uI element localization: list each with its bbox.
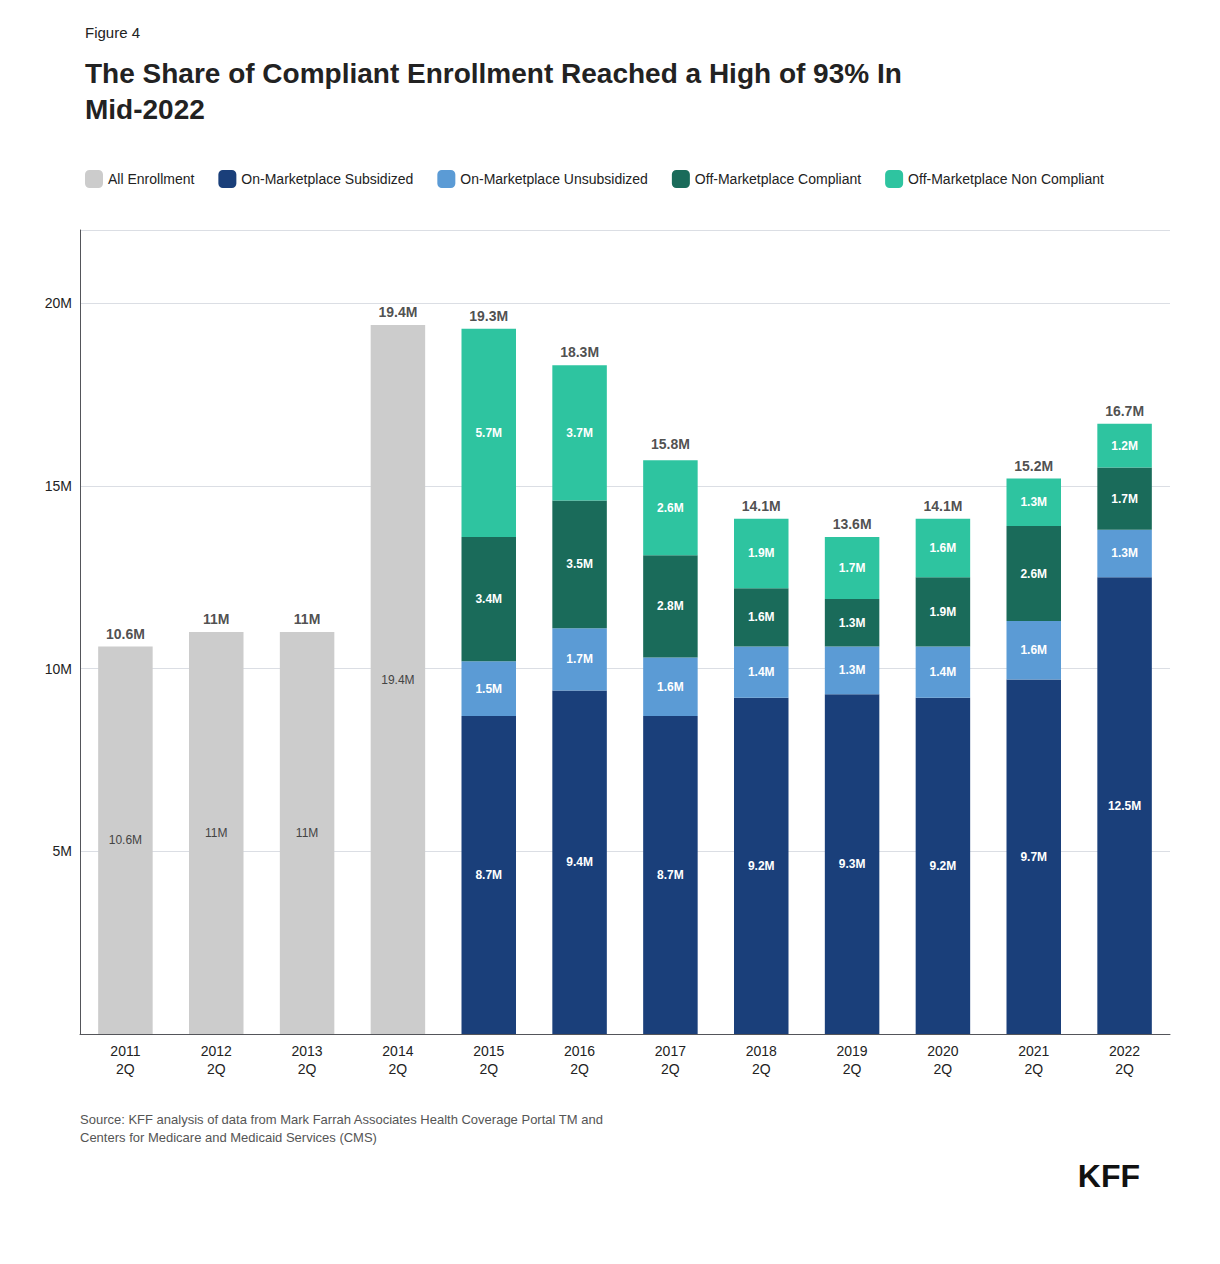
svg-text:11M: 11M <box>294 611 320 627</box>
svg-text:On-Marketplace Unsubsidized: On-Marketplace Unsubsidized <box>460 171 648 187</box>
svg-text:1.5M: 1.5M <box>475 682 502 696</box>
svg-text:2.6M: 2.6M <box>657 501 684 515</box>
svg-text:20M: 20M <box>45 295 72 311</box>
svg-text:2Q: 2Q <box>661 1061 680 1077</box>
svg-text:3.5M: 3.5M <box>566 557 593 571</box>
svg-text:2019: 2019 <box>837 1043 868 1059</box>
svg-text:3.7M: 3.7M <box>566 426 593 440</box>
svg-text:19.4M: 19.4M <box>381 673 414 687</box>
svg-text:2Q: 2Q <box>934 1061 953 1077</box>
svg-text:1.7M: 1.7M <box>566 652 593 666</box>
svg-text:2.6M: 2.6M <box>1020 567 1047 581</box>
svg-text:2013: 2013 <box>292 1043 323 1059</box>
svg-text:9.2M: 9.2M <box>930 859 957 873</box>
svg-text:8.7M: 8.7M <box>475 868 502 882</box>
svg-text:1.2M: 1.2M <box>1111 439 1138 453</box>
svg-text:11M: 11M <box>205 826 227 840</box>
svg-text:2Q: 2Q <box>479 1061 498 1077</box>
svg-text:1.6M: 1.6M <box>748 610 775 624</box>
svg-text:14.1M: 14.1M <box>742 498 781 514</box>
svg-text:18.3M: 18.3M <box>560 344 599 360</box>
svg-text:1.9M: 1.9M <box>930 605 957 619</box>
svg-text:2018: 2018 <box>746 1043 777 1059</box>
svg-text:9.3M: 9.3M <box>839 857 866 871</box>
svg-text:2015: 2015 <box>473 1043 504 1059</box>
svg-text:Off-Marketplace Non Compliant: Off-Marketplace Non Compliant <box>908 171 1104 187</box>
svg-text:Centers for Medicare and Medic: Centers for Medicare and Medicaid Servic… <box>80 1130 377 1145</box>
svg-text:2Q: 2Q <box>298 1061 317 1077</box>
svg-text:14.1M: 14.1M <box>923 498 962 514</box>
svg-text:1.6M: 1.6M <box>657 680 684 694</box>
svg-text:15.2M: 15.2M <box>1014 458 1053 474</box>
svg-text:2Q: 2Q <box>570 1061 589 1077</box>
svg-text:5.7M: 5.7M <box>475 426 502 440</box>
svg-text:9.7M: 9.7M <box>1020 850 1047 864</box>
svg-text:All Enrollment: All Enrollment <box>108 171 194 187</box>
svg-text:KFF: KFF <box>1078 1158 1140 1194</box>
svg-text:2Q: 2Q <box>207 1061 226 1077</box>
svg-text:1.6M: 1.6M <box>930 541 957 555</box>
svg-text:16.7M: 16.7M <box>1105 403 1144 419</box>
svg-text:19.4M: 19.4M <box>378 304 417 320</box>
svg-text:2Q: 2Q <box>116 1061 135 1077</box>
svg-text:1.4M: 1.4M <box>930 665 957 679</box>
svg-text:Off-Marketplace Compliant: Off-Marketplace Compliant <box>695 171 861 187</box>
svg-text:8.7M: 8.7M <box>657 868 684 882</box>
svg-text:11M: 11M <box>203 611 229 627</box>
svg-text:2020: 2020 <box>927 1043 958 1059</box>
svg-text:9.2M: 9.2M <box>748 859 775 873</box>
svg-text:15.8M: 15.8M <box>651 436 690 452</box>
svg-text:On-Marketplace Subsidized: On-Marketplace Subsidized <box>241 171 413 187</box>
svg-text:1.7M: 1.7M <box>839 561 866 575</box>
svg-text:The Share of Compliant Enrollm: The Share of Compliant Enrollment Reache… <box>85 58 902 89</box>
svg-text:1.9M: 1.9M <box>748 546 775 560</box>
svg-text:15M: 15M <box>45 478 72 494</box>
svg-text:1.4M: 1.4M <box>748 665 775 679</box>
svg-text:2Q: 2Q <box>752 1061 771 1077</box>
svg-text:2Q: 2Q <box>1115 1061 1134 1077</box>
svg-text:1.7M: 1.7M <box>1111 492 1138 506</box>
svg-text:13.6M: 13.6M <box>833 516 872 532</box>
svg-text:2017: 2017 <box>655 1043 686 1059</box>
svg-text:1.6M: 1.6M <box>1020 643 1047 657</box>
svg-text:Mid-2022: Mid-2022 <box>85 94 205 125</box>
svg-text:2012: 2012 <box>201 1043 232 1059</box>
svg-text:10.6M: 10.6M <box>109 833 142 847</box>
svg-text:1.3M: 1.3M <box>839 663 866 677</box>
svg-text:10M: 10M <box>45 661 72 677</box>
svg-text:2Q: 2Q <box>389 1061 408 1077</box>
svg-text:1.3M: 1.3M <box>1020 495 1047 509</box>
svg-text:Figure 4: Figure 4 <box>85 24 140 41</box>
svg-text:1.3M: 1.3M <box>1111 546 1138 560</box>
svg-text:2.8M: 2.8M <box>657 599 684 613</box>
svg-text:2022: 2022 <box>1109 1043 1140 1059</box>
svg-text:2021: 2021 <box>1018 1043 1049 1059</box>
svg-text:2011: 2011 <box>110 1043 140 1059</box>
svg-text:5M: 5M <box>53 843 72 859</box>
svg-text:10.6M: 10.6M <box>106 626 145 642</box>
svg-text:12.5M: 12.5M <box>1108 799 1141 813</box>
svg-text:9.4M: 9.4M <box>566 855 593 869</box>
svg-text:2016: 2016 <box>564 1043 595 1059</box>
svg-text:3.4M: 3.4M <box>475 592 502 606</box>
svg-text:1.3M: 1.3M <box>839 616 866 630</box>
svg-text:2Q: 2Q <box>843 1061 862 1077</box>
svg-text:2014: 2014 <box>382 1043 413 1059</box>
svg-text:11M: 11M <box>296 826 318 840</box>
svg-text:2Q: 2Q <box>1024 1061 1043 1077</box>
svg-text:Source: KFF analysis of data f: Source: KFF analysis of data from Mark F… <box>80 1112 603 1127</box>
svg-text:19.3M: 19.3M <box>469 308 508 324</box>
